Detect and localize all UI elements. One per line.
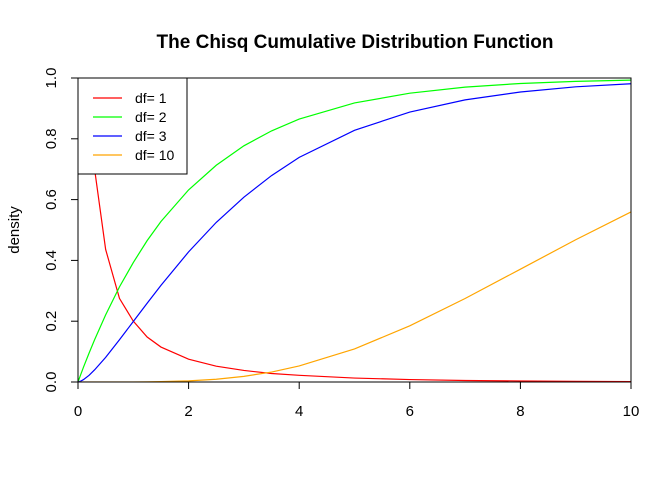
legend-label: df= 10 [135,147,175,163]
y-axis-label: density [6,206,23,254]
series-line-2 [78,79,631,382]
series-line-3 [78,83,631,382]
series-line-4 [78,211,631,382]
legend-label: df= 2 [135,109,167,125]
x-tick-label: 0 [74,403,82,420]
legend-label: df= 1 [135,90,167,106]
x-tick-label: 6 [406,403,414,420]
x-tick-label: 2 [184,403,192,420]
x-tick-label: 4 [295,403,303,420]
legend: df= 1 df= 2 df= 3 df= 10 [77,77,188,175]
x-axis: 0 2 4 6 8 10 [74,381,640,420]
x-tick-label: 8 [516,403,524,420]
y-tick-label: 0.4 [43,250,60,271]
y-tick-label: 0.0 [43,372,60,393]
y-tick-label: 1.0 [43,68,60,89]
y-axis: 0.0 0.2 0.4 0.6 0.8 1.0 [43,68,79,393]
x-tick-label: 10 [623,403,640,420]
chart-title: The Chisq Cumulative Distribution Functi… [157,32,554,53]
y-tick-label: 0.6 [43,189,60,210]
legend-label: df= 3 [135,128,167,144]
y-tick-label: 0.2 [43,311,60,332]
y-tick-label: 0.8 [43,128,60,149]
legend-box [77,77,188,175]
plot-area [77,77,632,383]
